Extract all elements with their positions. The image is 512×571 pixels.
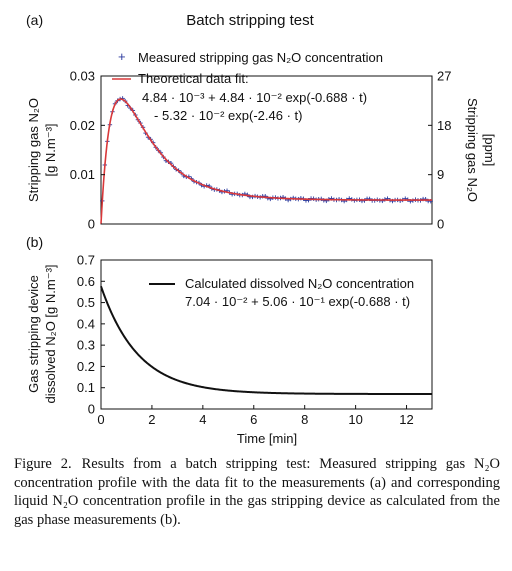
y-tick-label: 0.01 — [70, 167, 95, 182]
dissolved-equation: 7.04 · 10⁻² + 5.06 · 10⁻¹ exp(-0.688 · t… — [185, 294, 410, 309]
panel-a: (a) Batch stripping test 0 0.01 0.02 0.03 0… — [26, 12, 497, 232]
panel-b: (b) 0 0.1 0.2 0.3 0.4 0.5 0.6 0.7 0 2 4 6 8 10 12 Gas… — [26, 234, 433, 446]
legend-marker-symbol: + — [118, 49, 126, 64]
panel-a-plot-area — [100, 75, 433, 225]
x-tick-label: 10 — [348, 412, 362, 427]
y-tick-label: 0.03 — [70, 69, 95, 84]
panel-b-y-axis: 0 0.1 0.2 0.3 0.4 0.5 0.6 0.7 — [77, 253, 105, 417]
y-tick-label: 0.7 — [77, 253, 95, 268]
legend-dissolved-label: Calculated dissolved N₂O concentration — [185, 276, 414, 291]
y2-tick-label: 27 — [437, 69, 451, 84]
y-tick-label: 0 — [88, 217, 95, 232]
x-tick-label: 0 — [97, 412, 104, 427]
y-tick-label: 0.3 — [77, 338, 95, 353]
y-tick-label: 0.4 — [77, 316, 95, 331]
caption-label: Figure 2. — [14, 456, 72, 472]
panel-a-legend: + Measured stripping gas N₂O concentrati… — [112, 49, 383, 123]
x-tick-label: 8 — [301, 412, 308, 427]
panel-a-label: (a) — [26, 12, 43, 28]
y-tick-label: 0.02 — [70, 118, 95, 133]
y-tick-label: 0.5 — [77, 295, 95, 310]
caption-text: Results from a batch stripping test: Mea… — [14, 456, 500, 528]
panel-b-label: (b) — [26, 234, 43, 250]
y-tick-label: 0.1 — [77, 380, 95, 395]
panel-b-legend: Calculated dissolved N₂O concentration 7… — [149, 276, 414, 309]
fit-line — [100, 98, 432, 224]
legend-measured-label: Measured stripping gas N₂O concentration — [138, 50, 383, 65]
figure: (a) Batch stripping test 0 0.01 0.02 0.03 0… — [26, 12, 497, 446]
panel-a-y2-axis: 0 9 18 27 — [428, 69, 451, 232]
chart-title: Batch stripping test — [186, 12, 314, 29]
legend-fit-label: Theoretical data fit: — [138, 71, 249, 86]
y-tick-label: 0.2 — [77, 359, 95, 374]
panel-a-y-axis: 0 0.01 0.02 0.03 — [70, 69, 105, 232]
panel-a-y2label-line2: [ppm] — [482, 134, 497, 167]
panel-b-x-axis: 0 2 4 6 8 10 12 — [97, 405, 414, 427]
panel-b-ylabel-line1: Gas stripping device — [26, 275, 41, 393]
panel-b-ylabel-line2: dissolved N₂O [g N.m⁻³] — [43, 264, 58, 403]
fit-equation-line1: 4.84 · 10⁻³ + 4.84 · 10⁻² exp(-0.688 · t… — [142, 90, 367, 105]
y2-tick-label: 9 — [437, 167, 444, 182]
panel-b-xlabel: Time [min] — [237, 431, 297, 446]
figure-caption: Figure 2. Results from a batch stripping … — [14, 455, 500, 529]
y-tick-label: 0.6 — [77, 274, 95, 289]
y2-tick-label: 18 — [437, 118, 451, 133]
panel-a-frame — [100, 75, 433, 225]
x-tick-label: 12 — [399, 412, 413, 427]
panel-b-plot-area — [100, 259, 433, 410]
fit-equation-line2: - 5.32 · 10⁻² exp(-2.46 · t) — [154, 108, 302, 123]
panel-a-y2label-line1: Stripping gas N₂O — [465, 98, 480, 202]
x-tick-label: 6 — [250, 412, 257, 427]
dissolved-concentration-line — [100, 285, 432, 395]
panel-b-frame — [100, 259, 433, 410]
x-tick-label: 2 — [148, 412, 155, 427]
panel-a-ylabel-line1: Stripping gas N₂O — [26, 98, 41, 202]
panel-a-ylabel-line2: [g N.m⁻³] — [43, 123, 58, 176]
y-tick-label: 0 — [88, 402, 95, 417]
y2-tick-label: 0 — [437, 217, 444, 232]
x-tick-label: 4 — [199, 412, 206, 427]
